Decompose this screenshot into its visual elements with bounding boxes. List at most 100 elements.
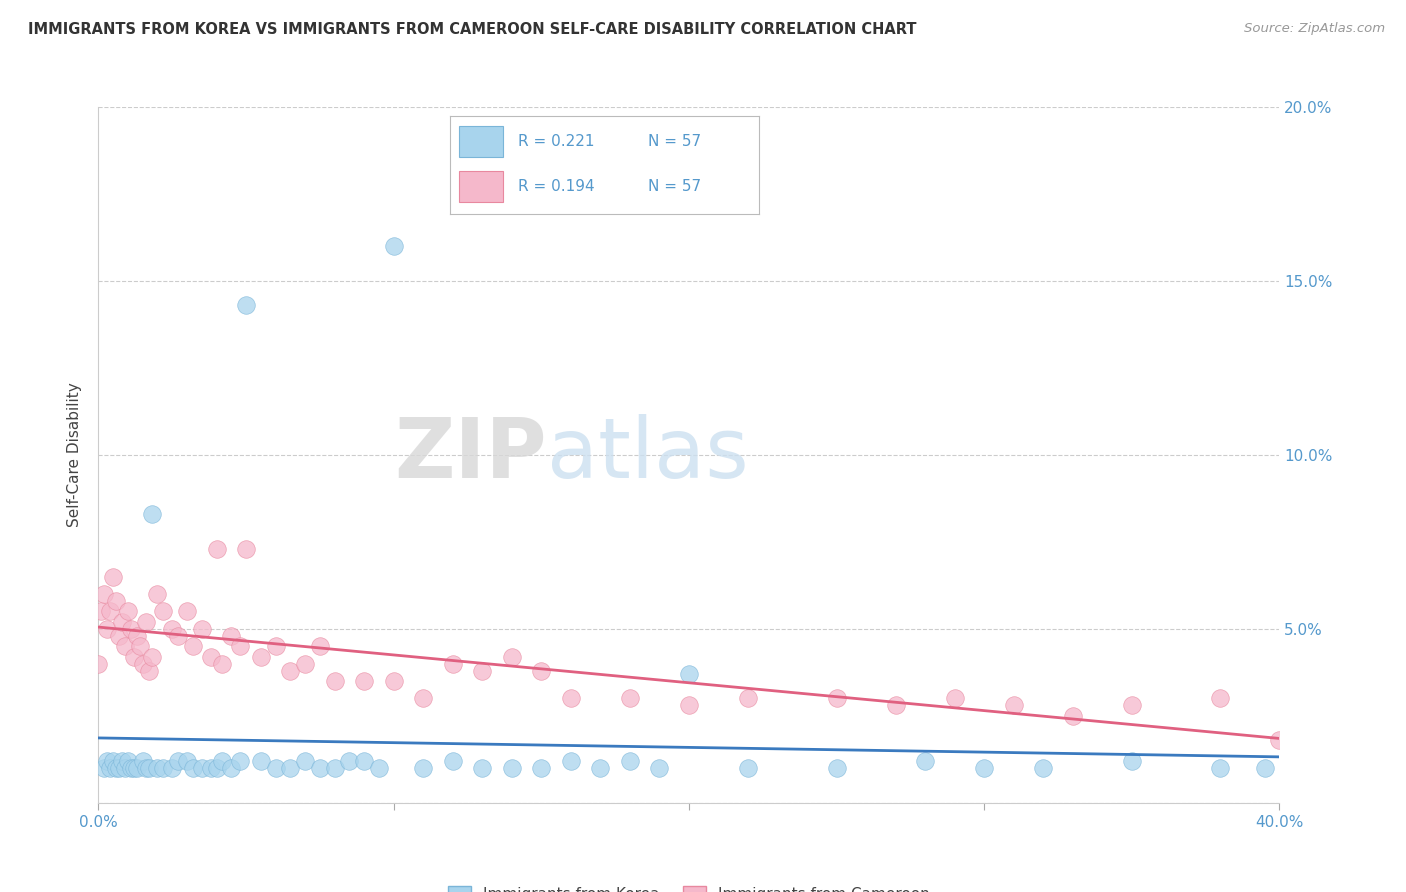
Point — [96, 622, 118, 636]
Point — [120, 761, 142, 775]
Text: ZIP: ZIP — [395, 415, 547, 495]
Point — [114, 761, 136, 775]
Point — [162, 622, 183, 636]
Point — [441, 754, 464, 768]
Text: atlas: atlas — [547, 415, 749, 495]
Point — [278, 664, 302, 678]
Point — [264, 761, 287, 775]
Point — [219, 629, 242, 643]
Point — [884, 698, 907, 713]
Point — [103, 754, 125, 768]
Point — [339, 754, 360, 768]
Point — [105, 594, 128, 608]
Point — [117, 605, 139, 619]
Point — [117, 754, 139, 768]
Point — [309, 761, 332, 775]
Point — [135, 761, 157, 775]
Point — [560, 691, 582, 706]
Point — [132, 754, 155, 768]
Point — [96, 754, 118, 768]
Point — [108, 761, 131, 775]
Point — [93, 761, 115, 775]
Point — [737, 691, 759, 706]
Point — [103, 570, 125, 584]
Point — [141, 649, 163, 664]
Point — [141, 507, 163, 521]
Point — [1209, 761, 1232, 775]
Point — [122, 761, 145, 775]
Point — [93, 587, 115, 601]
Point — [264, 639, 287, 653]
Point — [200, 649, 222, 664]
Point — [619, 754, 641, 768]
Point — [138, 761, 160, 775]
Point — [294, 754, 316, 768]
Point — [973, 761, 995, 775]
Text: R = 0.221: R = 0.221 — [517, 134, 595, 149]
Point — [87, 657, 110, 671]
FancyBboxPatch shape — [460, 171, 502, 202]
Point — [914, 754, 936, 768]
Point — [560, 754, 582, 768]
Point — [678, 698, 700, 713]
Y-axis label: Self-Care Disability: Self-Care Disability — [67, 383, 83, 527]
Point — [146, 761, 169, 775]
Point — [1209, 691, 1232, 706]
Point — [1062, 708, 1084, 723]
Point — [412, 761, 434, 775]
Text: Source: ZipAtlas.com: Source: ZipAtlas.com — [1244, 22, 1385, 36]
Point — [205, 541, 228, 556]
Point — [122, 649, 145, 664]
Point — [589, 761, 612, 775]
Point — [1121, 754, 1143, 768]
Point — [205, 761, 228, 775]
Point — [128, 639, 150, 653]
Point — [211, 754, 233, 768]
Point — [114, 639, 136, 653]
Point — [412, 691, 434, 706]
Point — [162, 761, 183, 775]
Point — [181, 639, 204, 653]
Point — [111, 754, 134, 768]
Point — [191, 622, 214, 636]
Point — [176, 754, 198, 768]
Point — [152, 605, 174, 619]
Point — [825, 761, 848, 775]
Point — [382, 239, 405, 253]
FancyBboxPatch shape — [460, 126, 502, 157]
Point — [138, 664, 160, 678]
Point — [382, 674, 405, 689]
Point — [353, 754, 375, 768]
Point — [167, 629, 190, 643]
Text: IMMIGRANTS FROM KOREA VS IMMIGRANTS FROM CAMEROON SELF-CARE DISABILITY CORRELATI: IMMIGRANTS FROM KOREA VS IMMIGRANTS FROM… — [28, 22, 917, 37]
Point — [1268, 733, 1291, 747]
Point — [200, 761, 222, 775]
Point — [181, 761, 204, 775]
Point — [125, 629, 148, 643]
Point — [108, 629, 131, 643]
Point — [943, 691, 966, 706]
Point — [120, 622, 142, 636]
Point — [219, 761, 242, 775]
Point — [309, 639, 332, 653]
Point — [501, 761, 523, 775]
Point — [250, 754, 273, 768]
Point — [278, 761, 302, 775]
Point — [176, 605, 198, 619]
Point — [132, 657, 155, 671]
Point — [1121, 698, 1143, 713]
Point — [98, 761, 121, 775]
Point — [146, 587, 169, 601]
Point — [105, 761, 128, 775]
Point — [235, 298, 257, 312]
Point — [368, 761, 391, 775]
Point — [323, 674, 346, 689]
Point — [1032, 761, 1054, 775]
Point — [441, 657, 464, 671]
Point — [135, 615, 157, 629]
Point — [323, 761, 346, 775]
Text: N = 57: N = 57 — [648, 134, 702, 149]
Point — [530, 664, 553, 678]
Point — [678, 667, 700, 681]
Point — [353, 674, 375, 689]
